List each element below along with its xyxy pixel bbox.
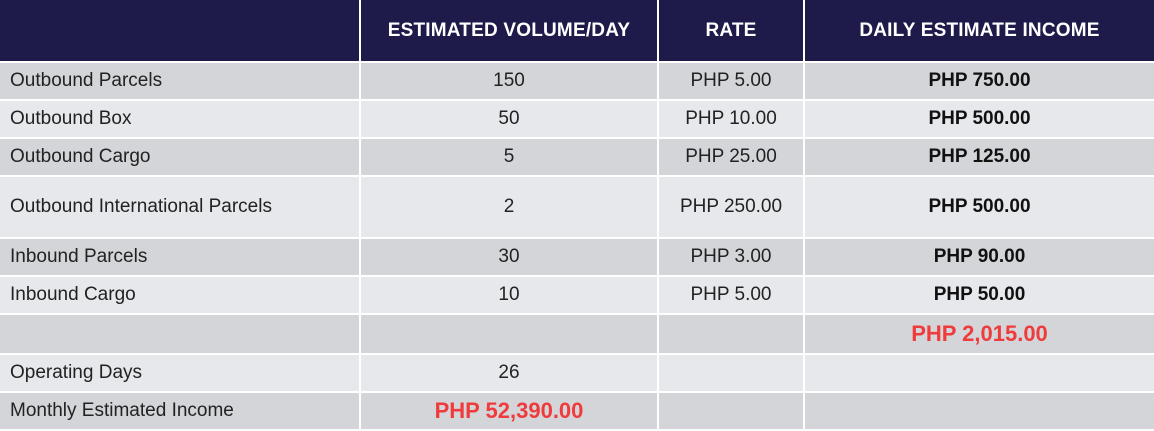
table-row: Outbound International Parcels 2 PHP 250… <box>0 176 1154 239</box>
row-volume: 30 <box>360 238 659 277</box>
monthly-income-value: PHP 52,390.00 <box>360 392 659 431</box>
row-rate: PHP 5.00 <box>658 62 805 101</box>
row-rate: PHP 25.00 <box>658 138 805 177</box>
row-label: Inbound Cargo <box>0 276 361 315</box>
daily-total-value: PHP 2,015.00 <box>804 314 1154 355</box>
empty-cell <box>360 314 659 355</box>
row-label: Outbound Parcels <box>0 62 361 101</box>
row-income: PHP 50.00 <box>804 276 1154 315</box>
row-label: Inbound Parcels <box>0 238 361 277</box>
daily-total-row: PHP 2,015.00 <box>0 314 1154 355</box>
row-rate: PHP 10.00 <box>658 100 805 139</box>
operating-days-value: 26 <box>360 354 659 393</box>
header-item <box>0 0 361 63</box>
empty-cell <box>658 392 805 431</box>
empty-cell <box>804 392 1154 431</box>
row-volume: 5 <box>360 138 659 177</box>
row-rate: PHP 3.00 <box>658 238 805 277</box>
row-income: PHP 125.00 <box>804 138 1154 177</box>
table-row: Outbound Parcels 150 PHP 5.00 PHP 750.00 <box>0 62 1154 101</box>
row-income: PHP 500.00 <box>804 100 1154 139</box>
header-row: ESTIMATED VOLUME/DAY RATE DAILY ESTIMATE… <box>0 0 1154 63</box>
empty-cell <box>658 354 805 393</box>
header-daily-income: DAILY ESTIMATE INCOME <box>804 0 1154 63</box>
row-volume: 50 <box>360 100 659 139</box>
row-label: Outbound International Parcels <box>0 176 361 239</box>
monthly-income-label: Monthly Estimated Income <box>0 392 361 431</box>
row-volume: 150 <box>360 62 659 101</box>
operating-days-row: Operating Days 26 <box>0 354 1154 393</box>
table-row: Outbound Cargo 5 PHP 25.00 PHP 125.00 <box>0 138 1154 177</box>
row-volume: 10 <box>360 276 659 315</box>
header-rate: RATE <box>658 0 805 63</box>
row-rate: PHP 5.00 <box>658 276 805 315</box>
table-row: Inbound Parcels 30 PHP 3.00 PHP 90.00 <box>0 238 1154 277</box>
row-label: Outbound Box <box>0 100 361 139</box>
monthly-income-row: Monthly Estimated Income PHP 52,390.00 <box>0 392 1154 431</box>
row-rate: PHP 250.00 <box>658 176 805 239</box>
row-income: PHP 90.00 <box>804 238 1154 277</box>
table-row: Outbound Box 50 PHP 10.00 PHP 500.00 <box>0 100 1154 139</box>
empty-cell <box>658 314 805 355</box>
row-income: PHP 500.00 <box>804 176 1154 239</box>
empty-cell <box>0 314 361 355</box>
empty-cell <box>804 354 1154 393</box>
header-volume: ESTIMATED VOLUME/DAY <box>360 0 659 63</box>
row-label: Outbound Cargo <box>0 138 361 177</box>
row-volume: 2 <box>360 176 659 239</box>
table-row: Inbound Cargo 10 PHP 5.00 PHP 50.00 <box>0 276 1154 315</box>
operating-days-label: Operating Days <box>0 354 361 393</box>
row-income: PHP 750.00 <box>804 62 1154 101</box>
